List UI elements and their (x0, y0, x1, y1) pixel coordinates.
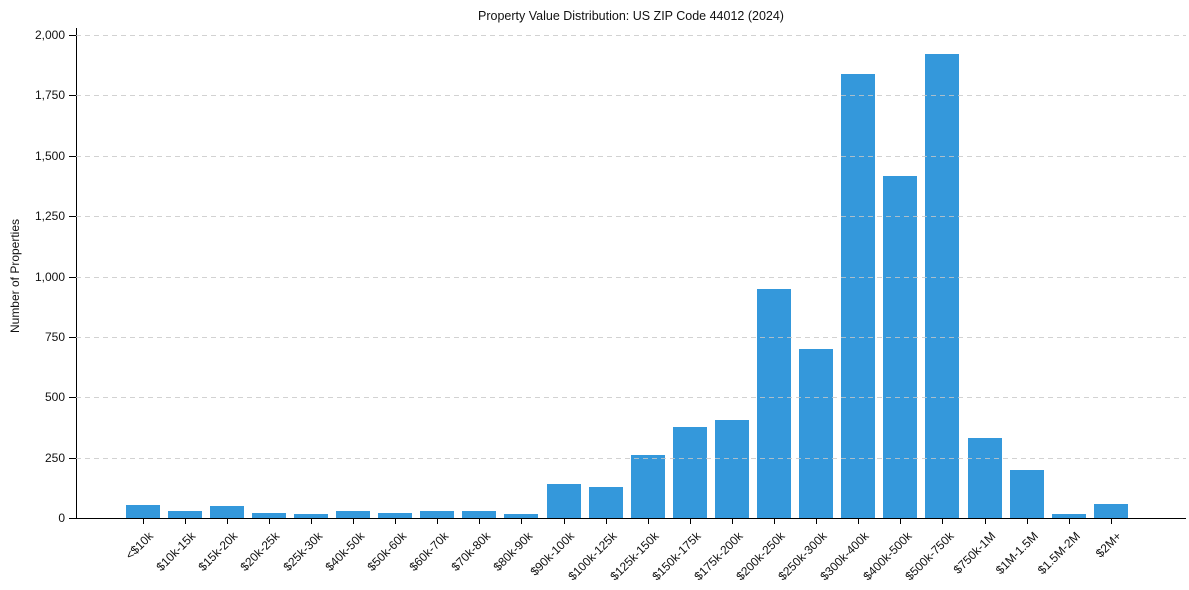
bar-$60k-70k (420, 511, 455, 518)
x-tick-1 (184, 519, 186, 524)
gridline-y-750 (76, 336, 1186, 338)
x-tick-0 (142, 519, 144, 524)
y-tick-label-1500: 1,500 (34, 148, 65, 163)
x-tick-6 (395, 519, 397, 524)
bar-$1.5M-2M (1051, 514, 1086, 518)
y-tick-2000 (69, 35, 76, 36)
x-tick-label-20: $750k-1M (950, 529, 999, 577)
x-tick-8 (479, 519, 481, 524)
y-tick-750 (69, 336, 76, 338)
bar-$750k-1M (967, 438, 1002, 518)
x-tick-label-1: $10k-15k (153, 529, 199, 574)
bar-$100k-125k (588, 487, 623, 518)
y-tick-label-1750: 1,750 (34, 88, 65, 103)
y-tick-label-1250: 1,250 (34, 209, 65, 224)
bar-$40k-50k (336, 511, 370, 518)
bar-$150k-175k (672, 427, 707, 518)
x-tick-20 (984, 519, 986, 524)
x-tick-9 (521, 519, 523, 524)
bar-$15k-20k (209, 506, 244, 518)
bar-$25k-30k (293, 514, 328, 518)
y-tick-label-750: 750 (44, 329, 65, 344)
bar-$20k-25k (251, 513, 286, 518)
x-tick-21 (1026, 519, 1028, 524)
x-tick-label-4: $25k-30k (279, 529, 325, 574)
y-tick-label-250: 250 (44, 450, 65, 465)
y-tick-500 (69, 397, 76, 399)
x-tick-19 (942, 519, 944, 524)
gridline-y-1500 (76, 155, 1186, 157)
bar-$10k-15k (167, 511, 202, 518)
x-tick-label-0: <$10k (123, 529, 157, 563)
x-tick-23 (1110, 519, 1112, 524)
bar-$175k-200k (714, 420, 749, 518)
y-tick-1000 (69, 276, 76, 278)
x-tick-3 (268, 519, 270, 524)
gridline-y-500 (76, 397, 1186, 399)
plot-area (76, 28, 1186, 518)
y-tick-1250 (69, 216, 76, 218)
bar-$1M-1.5M (1009, 470, 1044, 518)
x-tick-16 (816, 519, 818, 524)
x-tick-11 (605, 519, 607, 524)
x-tick-label-8: $70k-80k (448, 529, 494, 574)
y-tick-250 (69, 457, 76, 459)
x-tick-14 (731, 519, 733, 524)
chart-title: Property Value Distribution: US ZIP Code… (478, 9, 784, 23)
x-tick-5 (353, 519, 354, 524)
x-axis-line (76, 518, 1186, 519)
y-axis-line (76, 28, 77, 519)
bar-$2M+ (1093, 504, 1128, 518)
y-tick-1750 (69, 95, 76, 97)
x-tick-label-7: $60k-70k (406, 529, 452, 574)
y-tick-label-2000: 2,000 (34, 28, 65, 42)
x-tick-7 (437, 519, 439, 524)
gridline-y-1750 (76, 95, 1186, 97)
gridline-y-1250 (76, 216, 1186, 218)
gridline-y-2000 (76, 35, 1186, 36)
x-tick-12 (647, 519, 649, 524)
gridline-y-1000 (76, 276, 1186, 278)
y-tick-1500 (69, 155, 76, 157)
y-tick-label-0: 0 (58, 511, 65, 525)
bar-$50k-60k (378, 513, 413, 518)
bar-$250k-300k (799, 349, 834, 518)
bar-$500k-750k (925, 54, 960, 518)
bar-$70k-80k (462, 511, 497, 518)
x-tick-10 (563, 519, 565, 524)
x-tick-label-6: $50k-60k (364, 529, 410, 574)
bar-<$10k (125, 505, 160, 518)
bar-$90k-100k (546, 484, 581, 518)
x-tick-17 (858, 519, 860, 524)
x-tick-18 (900, 519, 902, 524)
x-tick-22 (1068, 519, 1070, 524)
bar-$200k-250k (757, 289, 791, 518)
y-tick-0 (69, 518, 76, 519)
x-tick-2 (226, 519, 228, 524)
x-tick-label-23: $2M+ (1093, 529, 1125, 561)
y-tick-label-500: 500 (44, 390, 65, 405)
bar-$80k-90k (504, 514, 539, 518)
x-tick-15 (774, 519, 775, 524)
x-tick-label-2: $15k-20k (195, 529, 241, 574)
x-tick-4 (310, 519, 312, 524)
x-tick-label-21: $1M-1.5M (992, 529, 1041, 578)
bar-$125k-150k (630, 455, 665, 518)
bar-$400k-500k (883, 176, 918, 518)
gridline-y-250 (76, 457, 1186, 459)
bar-$300k-400k (841, 74, 876, 518)
x-tick-label-3: $20k-25k (237, 529, 283, 574)
x-tick-label-22: $1.5M-2M (1034, 529, 1083, 578)
x-tick-label-5: $40k-50k (322, 529, 367, 574)
y-tick-label-1000: 1,000 (34, 269, 65, 284)
x-tick-13 (689, 519, 691, 524)
